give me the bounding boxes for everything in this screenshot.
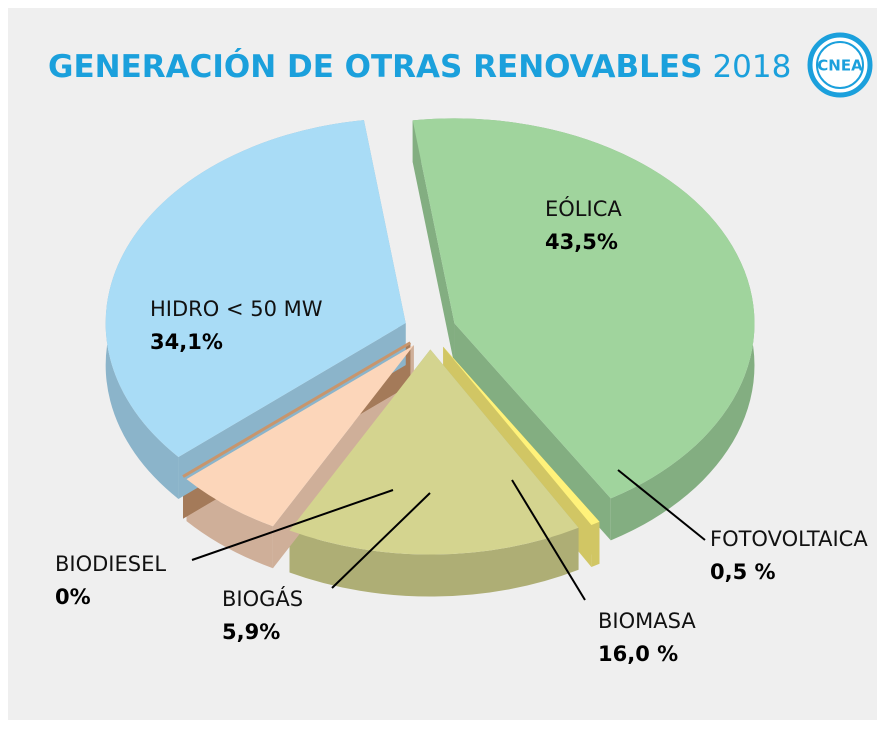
slice-label: FOTOVOLTAICA (710, 527, 868, 551)
slice-label: BIODIESEL (55, 552, 166, 576)
leader-line (511, 479, 586, 601)
slice-wall (591, 521, 600, 568)
slice (443, 346, 600, 526)
slice-label: EÓLICA (545, 196, 622, 221)
value-label: 16,0 % (598, 642, 678, 666)
leader-line (191, 489, 394, 561)
value-label: 0% (55, 585, 91, 609)
chart-title-group: GENERACIÓN DE OTRAS RENOVABLES 2018 (48, 48, 791, 85)
slice (186, 345, 414, 527)
chart-subtitle: 2018 (712, 49, 791, 85)
value-label: 5,9% (222, 620, 280, 644)
slice-label: BIOMASA (598, 609, 696, 633)
logo-ring (807, 32, 873, 98)
slice-label: BIOGÁS (222, 586, 303, 611)
value-label: 43,5% (545, 230, 618, 254)
slice (105, 120, 406, 457)
slice-label: HIDRO < 50 MW (150, 297, 323, 321)
logo: CNEA (817, 57, 863, 75)
slice (412, 118, 755, 499)
slice-side (454, 323, 611, 541)
logo-ring-inner (816, 41, 864, 89)
slice (289, 349, 579, 555)
slice-tops (105, 118, 755, 555)
leader-line (331, 492, 431, 589)
slice (182, 341, 412, 478)
value-label: 34,1% (150, 330, 223, 354)
chart-title: GENERACIÓN DE OTRAS RENOVABLES (48, 48, 702, 85)
slice-side (412, 120, 455, 366)
leader-line (617, 469, 706, 541)
slice-wall (289, 527, 579, 597)
value-label: 0,5 % (710, 560, 776, 584)
